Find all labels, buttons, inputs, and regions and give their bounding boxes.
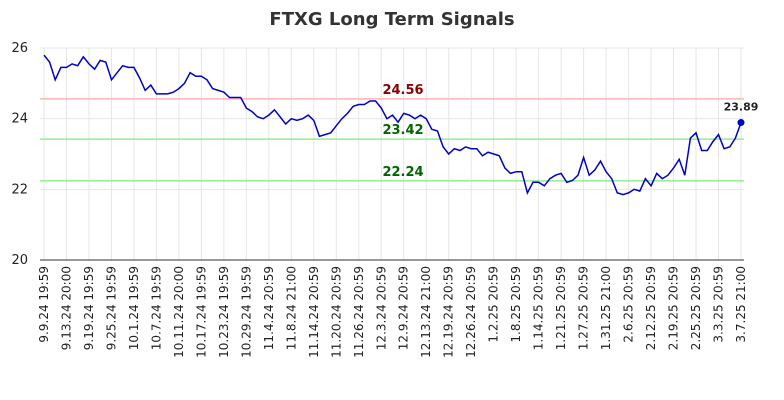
chart-title: FTXG Long Term Signals	[269, 9, 514, 30]
x-tick-label: 3.7.25 21:00	[734, 266, 748, 343]
x-tick-label: 10.1.24 19:59	[127, 266, 141, 350]
x-tick-label: 2.19.25 20:59	[667, 266, 681, 350]
x-tick-label: 1.27.25 20:59	[577, 266, 591, 350]
x-tick-label: 10.11.24 20:00	[172, 266, 186, 358]
x-tick-label: 11.8.24 21:00	[284, 266, 298, 350]
x-tick-label: 12.9.24 20:59	[397, 266, 411, 350]
x-tick-label: 10.23.24 19:59	[217, 266, 231, 358]
x-tick-label: 11.14.24 20:59	[307, 266, 321, 358]
x-tick-label: 1.8.25 20:59	[509, 266, 523, 343]
x-tick-label: 10.29.24 19:59	[239, 266, 253, 358]
y-tick-label: 22	[11, 182, 28, 197]
signal-label: 23.42	[382, 123, 423, 138]
x-tick-label: 2.25.25 20:59	[689, 266, 703, 350]
x-tick-label: 11.4.24 20:59	[262, 266, 276, 350]
x-tick-label: 1.31.25 21:00	[599, 266, 613, 350]
x-tick-label: 9.19.24 19:59	[82, 266, 96, 350]
x-tick-label: 9.13.24 20:00	[59, 266, 73, 350]
y-tick-label: 24	[11, 112, 28, 127]
x-tick-label: 12.26.24 20:59	[464, 266, 478, 358]
x-tick-label: 12.13.24 21:00	[419, 266, 433, 358]
last-value-label: 23.89	[724, 101, 759, 114]
x-tick-label: 3.3.25 20:59	[712, 266, 726, 343]
last-point	[737, 119, 745, 127]
y-tick-label: 26	[11, 41, 28, 56]
price-line	[43, 54, 742, 196]
y-tick-label: 20	[11, 253, 28, 268]
x-tick-label: 10.7.24 19:59	[149, 266, 163, 350]
x-tick-label: 1.14.25 20:59	[532, 266, 546, 350]
x-tick-label: 2.6.25 20:59	[622, 266, 636, 343]
x-tick-label: 12.19.24 20:59	[442, 266, 456, 358]
x-tick-label: 1.2.25 20:59	[487, 266, 501, 343]
x-tick-label: 1.21.25 20:59	[554, 266, 568, 350]
x-tick-label: 12.3.24 20:59	[374, 266, 388, 350]
signal-label: 24.56	[382, 83, 423, 98]
x-tick-label: 2.12.25 20:59	[644, 266, 658, 350]
x-tick-label: 11.26.24 20:59	[352, 266, 366, 358]
x-tick-label: 9.9.24 19:59	[37, 266, 51, 343]
x-tick-label: 11.20.24 20:59	[329, 266, 343, 358]
x-tick-label: 9.25.24 19:59	[104, 266, 118, 350]
signal-label: 22.24	[382, 165, 423, 180]
x-tick-label: 10.17.24 19:59	[194, 266, 208, 358]
